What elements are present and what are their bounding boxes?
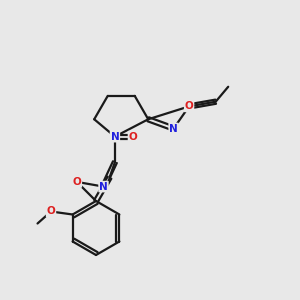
Text: N: N <box>99 182 108 192</box>
Text: N: N <box>110 132 119 142</box>
Text: N: N <box>169 124 178 134</box>
Text: O: O <box>46 206 56 217</box>
Text: O: O <box>185 101 194 111</box>
Text: O: O <box>128 132 137 142</box>
Text: O: O <box>73 177 81 187</box>
